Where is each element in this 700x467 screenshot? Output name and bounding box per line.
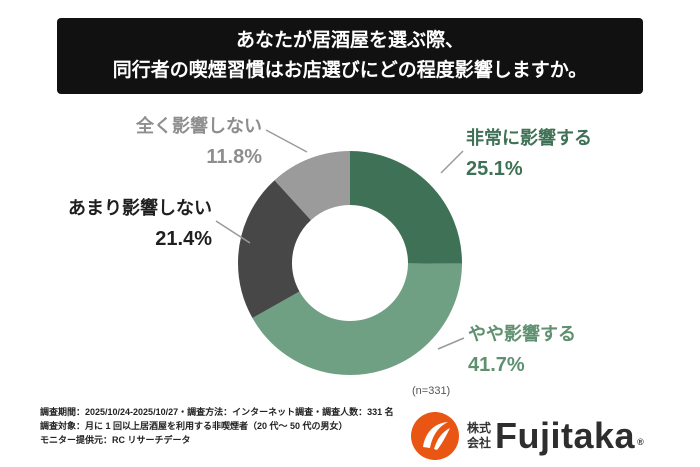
sample-size-label: (n=331)	[412, 385, 451, 397]
segment-label-no-affect: 全く影響しない 11.8%	[80, 116, 262, 169]
registered-mark: ®	[637, 437, 645, 447]
segment-label-not-much-affect: あまり影響しない 21.4%	[30, 198, 212, 251]
brand-text: Fujitaka	[495, 415, 636, 456]
donut-chart	[230, 143, 470, 383]
brand-name: Fujitaka ®	[495, 415, 644, 457]
survey-title-line1: あなたが居酒屋を選ぶ際、	[235, 29, 464, 51]
segment-name: 非常に影響する	[466, 128, 592, 148]
segment-name: あまり影響しない	[68, 198, 212, 218]
segment-name: 全く影響しない	[136, 116, 262, 136]
company-prefix: 株式 会社	[467, 421, 491, 451]
segment-name: やや影響する	[468, 324, 576, 344]
donut-segment-2	[238, 151, 462, 375]
donut-segment-3	[238, 151, 462, 375]
survey-title: あなたが居酒屋を選ぶ際、 同行者の喫煙習慣はお店選びにどの程度影響しますか。	[57, 18, 643, 94]
survey-details: 調査期間：2025/10/24-2025/10/27・調査方法：インターネット調…	[40, 406, 394, 448]
segment-label-strongly-affects: 非常に影響する 25.1%	[466, 128, 592, 181]
donut-segment-1	[238, 151, 462, 375]
segment-percent: 25.1%	[466, 157, 523, 180]
company-prefix-bottom: 会社	[467, 436, 492, 450]
survey-period: 調査期間：2025/10/24-2025/10/27・調査方法：インターネット調…	[40, 407, 394, 417]
donut-svg	[238, 151, 462, 375]
segment-percent: 21.4%	[155, 227, 212, 250]
segment-percent: 41.7%	[468, 353, 525, 376]
survey-target: 調査対象：月に 1 回以上居酒屋を利用する非喫煙者（20 代〜 50 代の男女）	[40, 420, 348, 431]
survey-monitor-source: モニター提供元：RC リサーチデータ	[40, 434, 191, 445]
company-logo: 株式 会社 Fujitaka ®	[410, 411, 644, 461]
segment-percent: 11.8%	[206, 145, 262, 168]
company-prefix-top: 株式	[467, 421, 492, 435]
survey-title-line2: 同行者の喫煙習慣はお店選びにどの程度影響しますか。	[112, 60, 588, 81]
segment-label-somewhat-affects: やや影響する 41.7%	[468, 324, 576, 377]
fujitaka-logo-icon	[411, 412, 459, 460]
